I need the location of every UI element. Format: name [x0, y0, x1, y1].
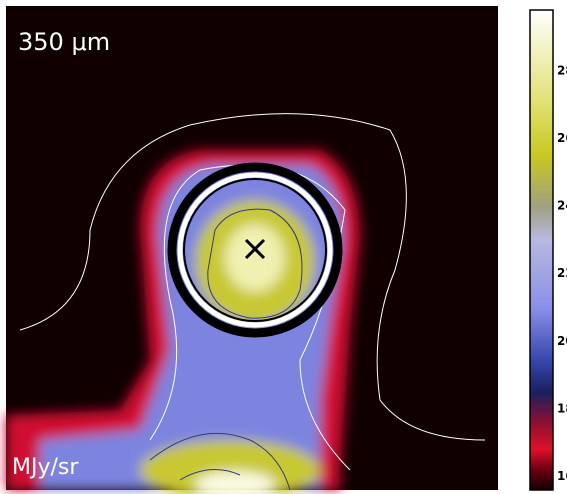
tick-label: 20 [557, 334, 567, 348]
unit-label: MJy/sr [12, 455, 79, 480]
tick-label: 16 [557, 469, 567, 483]
tick-label: 24 [557, 199, 567, 213]
tick-label: 22 [557, 266, 567, 280]
colorbar [529, 9, 554, 491]
tick-label: 18 [557, 401, 567, 415]
tick-label: 26 [557, 131, 567, 145]
map-label: 350 μm [18, 28, 110, 56]
image [6, 6, 498, 494]
tick-label: 28 [557, 63, 567, 77]
